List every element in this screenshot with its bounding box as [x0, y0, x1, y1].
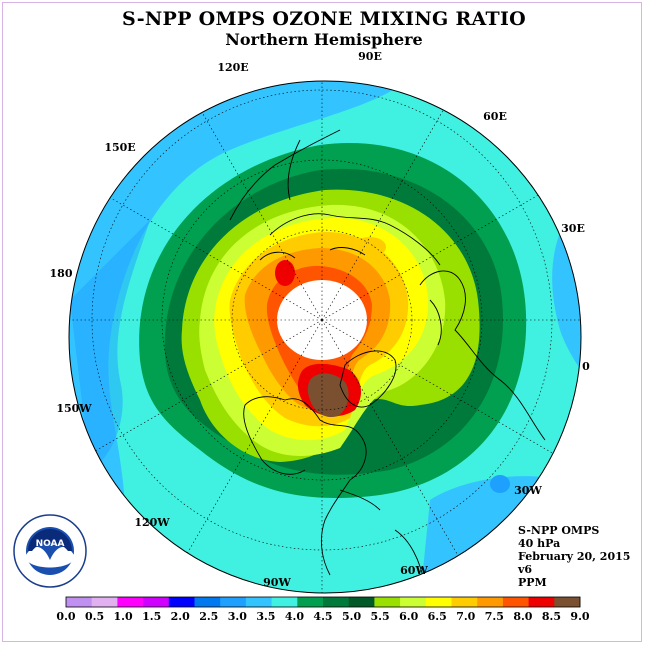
colorbar-swatch — [220, 597, 247, 607]
longitude-label: 30W — [514, 484, 542, 497]
map-subtitle: Northern Hemisphere — [225, 30, 423, 49]
colorbar-swatch — [245, 597, 273, 607]
colorbar-tick-label: 5.5 — [371, 610, 390, 623]
colorbar-swatch — [374, 597, 401, 607]
colorbar-tick-label: 7.0 — [456, 610, 475, 623]
colorbar-swatch — [91, 597, 118, 607]
colorbar-swatch — [194, 597, 221, 607]
colorbar-tick-label: 7.5 — [485, 610, 504, 623]
info-date: February 20, 2015 — [518, 550, 631, 563]
colorbar-tick-label: 8.5 — [542, 610, 561, 623]
colorbar-tick-label: 1.0 — [114, 610, 133, 623]
colorbar-tick-label: 5.0 — [342, 610, 361, 623]
colorbar-tick-label: 0.5 — [85, 610, 104, 623]
colorbar-swatch — [143, 597, 170, 607]
colorbar-swatch — [297, 597, 324, 607]
info-block: S-NPP OMPS 40 hPa February 20, 2015 v6 P… — [518, 524, 630, 589]
colorbar-swatch — [554, 597, 581, 607]
colorbar-tick-label: 3.5 — [256, 610, 275, 623]
colorbar-tick-label: 3.0 — [228, 610, 247, 623]
colorbar-swatch — [400, 597, 427, 607]
colorbar-swatch — [117, 597, 144, 607]
colorbar-tick-label: 4.5 — [313, 610, 332, 623]
band-9-0 — [307, 373, 349, 418]
info-pressure: 40 hPa — [518, 537, 561, 550]
colorbar-tick-label: 2.5 — [199, 610, 218, 623]
coastlines — [229, 129, 546, 586]
colorbar-swatch — [477, 597, 504, 607]
colorbar-swatch — [425, 597, 452, 607]
colorbar-border — [65, 596, 581, 608]
longitude-label: 150W — [56, 402, 92, 415]
info-instrument: S-NPP OMPS — [518, 524, 600, 537]
noaa-logo-text: NOAA — [36, 539, 65, 549]
colorbar: 0.0 0.5 1.0 1.5 2.0 2.5 3.0 3.5 4.0 4.5 5.0 5.5 6.0 6… — [56, 596, 590, 623]
colorbar-swatch — [66, 597, 93, 607]
colorbar-tick-label: 0.0 — [56, 610, 75, 623]
colorbar-tick-label: 9.0 — [570, 610, 589, 623]
colorbar-tick-label: 6.0 — [399, 610, 418, 623]
longitude-label: 120W — [134, 516, 170, 529]
longitude-label: 90W — [263, 576, 291, 589]
colorbar-swatch — [271, 597, 298, 607]
info-units: PPM — [518, 576, 547, 589]
colorbar-swatch — [502, 597, 530, 607]
longitude-label: 90E — [358, 50, 382, 63]
colorbar-tick-label: 1.5 — [142, 610, 161, 623]
colorbar-tick-label: 6.5 — [428, 610, 447, 623]
colorbar-swatch — [348, 597, 375, 607]
colorbar-swatch — [528, 597, 555, 607]
colorbar-tick-label: 2.0 — [171, 610, 190, 623]
longitude-label: 150E — [104, 141, 135, 154]
info-version: v6 — [518, 563, 533, 576]
longitude-label: 60E — [483, 110, 507, 123]
noaa-logo: NOAA — [13, 514, 87, 588]
longitude-label: 120E — [217, 61, 248, 74]
colorbar-swatch — [451, 597, 478, 607]
longitude-label: 180 — [50, 267, 73, 280]
longitude-label: 60W — [400, 564, 428, 577]
figure-frame — [2, 2, 642, 642]
longitude-label: 0 — [582, 360, 590, 373]
colorbar-tick-label: 8.0 — [513, 610, 532, 623]
map-title: S-NPP OMPS OZONE MIXING RATIO — [121, 8, 527, 30]
longitude-label: 30E — [561, 222, 585, 235]
map-boundary — [68, 80, 582, 594]
colorbar-tick-label: 4.0 — [285, 610, 304, 623]
colorbar-swatch — [323, 597, 350, 607]
colorbar-swatch — [168, 597, 195, 607]
longitude-labels: 90E 60E 30E 0 30W 60W 90W 120W 150W 180 150E 120E — [50, 50, 591, 589]
